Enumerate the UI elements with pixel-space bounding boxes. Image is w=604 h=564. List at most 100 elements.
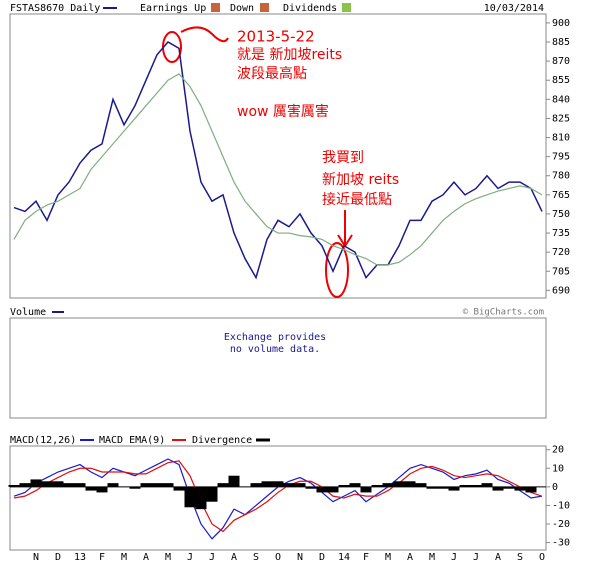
divergence-bar	[338, 485, 350, 487]
x-tick-label: A	[143, 552, 149, 563]
y-tick-label: 885	[552, 37, 570, 48]
series-legend: MACD(12,26)	[10, 435, 76, 446]
x-tick-label: D	[55, 552, 61, 563]
divergence-bar	[305, 486, 317, 489]
divergence-bar	[404, 481, 416, 487]
annotation: 波段最高點	[237, 65, 307, 82]
x-tick-label: N	[33, 552, 39, 563]
y-tick-label: 735	[552, 228, 570, 239]
arrow	[180, 26, 229, 43]
x-tick-label: O	[539, 552, 545, 563]
x-tick-label: 13	[74, 552, 86, 563]
y-tick-label: 0	[552, 482, 558, 493]
x-tick-label: J	[209, 552, 215, 563]
x-tick-label: M	[429, 552, 435, 563]
series-line	[13, 73, 543, 266]
divergence-bar	[107, 483, 119, 487]
x-tick-label: J	[451, 552, 457, 563]
y-tick-label: 765	[552, 190, 570, 201]
x-tick-label: O	[275, 552, 281, 563]
divergence-bar	[514, 486, 526, 491]
y-tick-label: 720	[552, 247, 570, 258]
divergence-bar	[184, 486, 196, 508]
legend-item: Earnings Up	[140, 3, 206, 14]
x-tick-label: F	[99, 552, 105, 563]
y-tick-label: 870	[552, 56, 570, 67]
annotation: 我買到	[322, 150, 364, 166]
divergence-bar	[63, 483, 75, 487]
annotation: wow 厲害厲害	[237, 104, 329, 120]
legend-item: Dividends	[283, 3, 337, 14]
x-tick-label: S	[253, 552, 259, 563]
y-tick-label: 795	[552, 152, 570, 163]
x-tick-label: 14	[338, 552, 350, 563]
divergence-bar	[206, 486, 218, 502]
volume-message: no volume data.	[230, 344, 320, 355]
highlight-circle	[325, 242, 349, 298]
annotation: 接近最低點	[322, 191, 392, 208]
macd-panel	[9, 445, 547, 551]
series-legend: MACD EMA(9)	[99, 435, 165, 446]
y-tick-label: 900	[552, 18, 570, 29]
y-tick-label: 840	[552, 94, 570, 105]
date: 10/03/2014	[484, 3, 544, 14]
divergence-bar	[8, 485, 20, 487]
divergence-bar	[448, 486, 460, 491]
divergence-bar	[481, 483, 493, 487]
divergence-bar	[261, 481, 273, 487]
annotation: 就是 新加坡reits	[237, 47, 342, 63]
divergence-bar	[327, 486, 339, 493]
divergence-bar	[228, 475, 240, 487]
y-tick-label: 825	[552, 113, 570, 124]
y-tick-label: -10	[552, 500, 570, 511]
legend-icon	[342, 3, 351, 12]
divergence-bar	[140, 483, 152, 487]
y-tick-label: -20	[552, 519, 570, 530]
x-tick-label: A	[231, 552, 237, 563]
annotation: 新加坡 reits	[322, 172, 399, 188]
divergence-bar	[151, 483, 163, 487]
volume-label: Volume	[10, 307, 46, 318]
x-tick-label: A	[407, 552, 413, 563]
divergence-bar	[503, 486, 515, 489]
x-tick-label: D	[319, 552, 325, 563]
divergence-bar	[382, 483, 394, 487]
x-tick-label: M	[165, 552, 171, 563]
y-tick-label: 20	[552, 445, 564, 456]
divergence-bar	[426, 486, 438, 489]
divergence-bar	[459, 485, 471, 487]
divergence-bar	[173, 486, 185, 491]
divergence-bar	[316, 486, 328, 493]
annotation: 2013-5-22	[237, 28, 315, 46]
x-tick-label: J	[187, 552, 193, 563]
legend-icon	[211, 3, 220, 12]
divergence-bar	[96, 486, 108, 493]
y-tick-label: 690	[552, 285, 570, 296]
divergence-bar	[492, 486, 504, 491]
series-line	[13, 41, 543, 280]
series-legend: Divergence	[192, 435, 252, 446]
divergence-bar	[162, 483, 174, 487]
divergence-bar	[250, 483, 262, 487]
divergence-bar	[525, 486, 537, 493]
y-tick-label: -30	[552, 538, 570, 549]
x-tick-label: A	[495, 552, 501, 563]
divergence-bar	[74, 483, 86, 487]
volume-message: Exchange provides	[224, 332, 326, 343]
divergence-bar	[393, 481, 405, 487]
x-tick-label: M	[385, 552, 391, 563]
y-tick-label: 750	[552, 209, 570, 220]
divergence-bar	[52, 481, 64, 487]
volume-panel	[9, 317, 547, 419]
series-legend: FSTAS8670 Daily	[10, 3, 100, 14]
divergence-bar	[217, 483, 229, 487]
y-tick-label: 855	[552, 75, 570, 86]
divergence-bar	[272, 481, 284, 487]
x-tick-label: F	[363, 552, 369, 563]
legend-item: Down	[230, 3, 254, 14]
legend-icon	[260, 3, 269, 12]
divergence-bar	[85, 486, 97, 491]
divergence-bar	[129, 486, 141, 489]
divergence-bar	[294, 483, 306, 487]
